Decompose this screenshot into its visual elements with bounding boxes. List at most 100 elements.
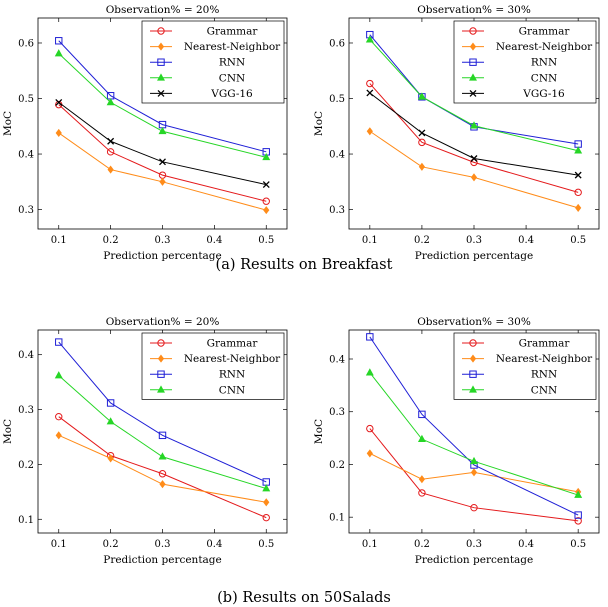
legend-marker [157, 42, 165, 51]
series-line [58, 101, 267, 186]
legend-marker [469, 58, 477, 66]
legend-marker [469, 27, 477, 35]
y-axis-label: MoC [2, 111, 14, 136]
data-point [418, 162, 426, 171]
legend-marker [157, 385, 165, 393]
legend-marker [469, 339, 477, 347]
x-tick-label: 0.5 [570, 539, 586, 550]
data-point [418, 138, 426, 147]
chart-panel-2: Observation% = 30% 0.1 0.2 0.3 0.4 0.5 0.3 0.4 0… [313, 4, 600, 262]
data-point [417, 92, 426, 100]
data-point [470, 503, 478, 512]
legend-entry: VGG-16 [210, 88, 253, 100]
legend-marker [157, 339, 165, 347]
legend-entry: Grammar [519, 26, 571, 38]
y-tick-label: 0.3 [18, 405, 34, 416]
caption-50salads: (b) Results on 50Salads [217, 590, 391, 606]
y-tick-label: 0.4 [18, 350, 34, 361]
chart-title: Observation% = 20% [106, 316, 220, 328]
legend-marker [469, 354, 477, 363]
legend [141, 332, 285, 400]
x-tick-label: 0.3 [155, 235, 171, 246]
x-tick-label: 0.1 [51, 235, 67, 246]
data-point [470, 121, 478, 129]
legend-entry: Nearest-Neighbor [184, 41, 281, 53]
series-line [369, 428, 579, 522]
legend-entry: CNN [219, 384, 245, 396]
data-point [470, 155, 478, 162]
chart-title: Observation% = 30% [417, 316, 531, 328]
data-point [158, 126, 167, 135]
data-point [366, 449, 373, 458]
data-point [574, 188, 582, 197]
x-tick-label: 0.1 [362, 539, 378, 550]
legend-entry: RNN [531, 369, 557, 381]
data-point [470, 468, 478, 477]
x-tick-label: 0.1 [362, 235, 378, 246]
data-point [418, 489, 426, 497]
data-point [106, 417, 115, 425]
data-point [366, 89, 374, 97]
data-point [55, 37, 63, 45]
data-point [159, 177, 166, 186]
x-axis-label: Prediction percentage [415, 554, 533, 566]
series-line [369, 452, 579, 493]
legend [453, 332, 597, 400]
y-tick-label: 0.5 [18, 94, 34, 105]
legend-entry: CNN [531, 72, 557, 84]
x-tick-label: 0.5 [258, 539, 274, 550]
data-point [55, 412, 63, 421]
legend-marker [157, 58, 165, 66]
series-line [369, 39, 579, 152]
data-point [158, 452, 167, 460]
series-line [369, 92, 579, 176]
data-point [107, 165, 114, 174]
y-tick-label: 0.6 [329, 38, 345, 49]
x-tick-label: 0.3 [155, 539, 171, 550]
x-tick-label: 0.5 [258, 235, 274, 246]
legend-entry: RNN [219, 369, 245, 381]
legend-entry: Nearest-Neighbor [184, 353, 281, 365]
x-tick-label: 0.2 [414, 235, 430, 246]
data-point [418, 129, 426, 137]
x-axis-label: Prediction percentage [103, 554, 221, 566]
data-point [107, 137, 115, 145]
x-tick-label: 0.2 [103, 539, 119, 550]
y-tick-label: 0.3 [18, 205, 34, 216]
data-point [262, 484, 271, 492]
x-tick-label: 0.2 [414, 539, 430, 550]
legend-marker [157, 89, 165, 97]
data-point [106, 97, 115, 106]
legend-entry: Grammar [207, 338, 259, 350]
data-point [574, 517, 582, 525]
data-point [55, 98, 63, 106]
x-tick-label: 0.5 [570, 235, 586, 246]
legend-entry: Nearest-Neighbor [496, 353, 593, 365]
series-line [58, 132, 267, 211]
legend-marker [469, 385, 477, 393]
chart-title: Observation% = 30% [417, 4, 531, 16]
legend-entry: VGG-16 [522, 88, 565, 100]
data-point [366, 424, 374, 433]
y-axis-label: MoC [2, 419, 14, 444]
x-tick-label: 0.4 [206, 539, 222, 550]
series-line [369, 130, 579, 209]
data-point [263, 498, 270, 507]
legend-marker [469, 73, 477, 81]
legend-entry: Grammar [519, 338, 571, 350]
chart-title: Observation% = 20% [106, 4, 220, 16]
data-point [366, 127, 373, 136]
data-point [470, 173, 478, 182]
data-point [574, 146, 583, 154]
y-tick-label: 0.4 [329, 355, 345, 366]
x-tick-label: 0.4 [518, 235, 534, 246]
legend-entry: Grammar [207, 26, 259, 38]
x-axis-label: Prediction percentage [103, 250, 221, 262]
series-line [58, 53, 267, 158]
data-point [159, 158, 166, 166]
data-point [262, 181, 270, 189]
data-point [55, 128, 62, 137]
y-axis-label: MoC [313, 419, 325, 444]
data-point [54, 371, 63, 379]
